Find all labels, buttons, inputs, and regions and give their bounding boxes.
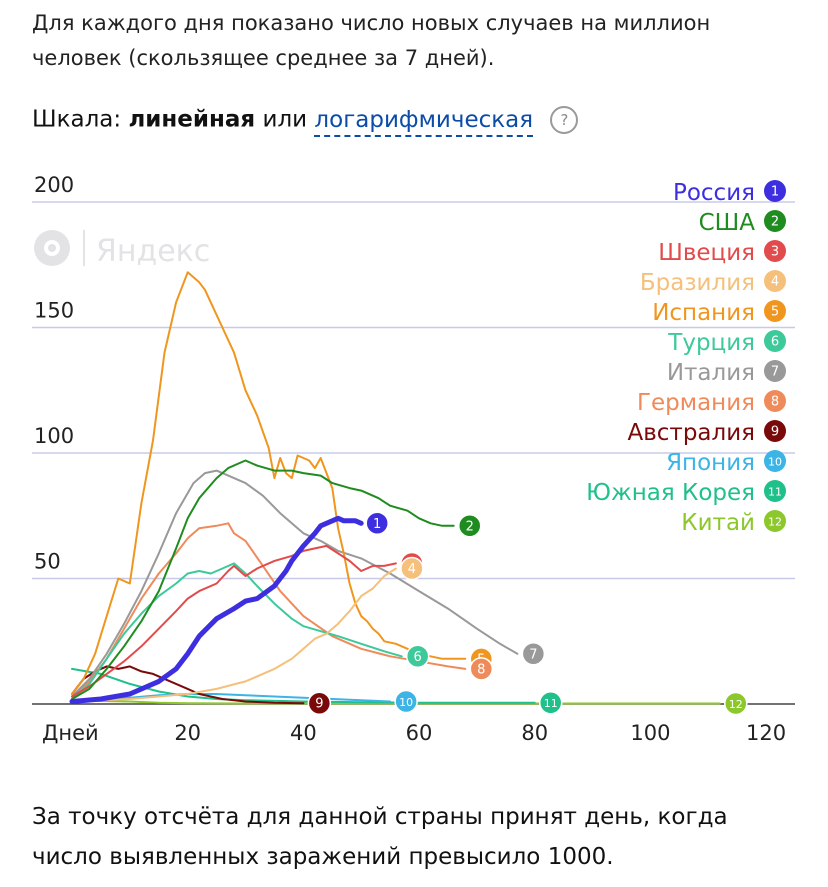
series-end-marker bbox=[469, 657, 494, 681]
x-axis-title: Дней bbox=[42, 721, 99, 745]
cases-chart: Яндекс50100150200Дней2040608010012012345… bbox=[32, 173, 795, 745]
legend-item-marker bbox=[764, 240, 786, 262]
series-end-marker-label: 9 bbox=[315, 697, 323, 712]
chart-description: Для каждого дня показано число новых слу… bbox=[32, 11, 711, 70]
help-icon[interactable]: ? bbox=[550, 106, 579, 134]
series-line bbox=[71, 567, 397, 703]
series-line bbox=[71, 469, 519, 698]
legend-item-label: Швеция bbox=[658, 240, 755, 266]
legend-item-label: Бразилия bbox=[640, 270, 755, 296]
legend-item-label: Германия bbox=[637, 390, 755, 416]
y-tick-label: 50 bbox=[34, 550, 61, 574]
legend-item-marker bbox=[764, 420, 786, 442]
legend-item-number: 11 bbox=[768, 486, 782, 499]
series-end-marker bbox=[538, 690, 563, 715]
series-end-marker bbox=[307, 691, 332, 715]
scale-selector: Шкала: линейная или логарифмическая ? bbox=[32, 106, 579, 137]
legend-item-label: Турция bbox=[667, 330, 755, 356]
series-line bbox=[71, 665, 305, 705]
legend-item-marker bbox=[764, 180, 786, 202]
legend-item-number: 9 bbox=[771, 425, 779, 440]
y-tick-label: 200 bbox=[34, 173, 74, 197]
scale-label: Шкала: bbox=[32, 106, 122, 133]
legend-item-label: Япония bbox=[666, 450, 755, 476]
legend-item-number: 7 bbox=[771, 365, 779, 380]
legend-item-label: США bbox=[699, 210, 756, 236]
series-end-marker-label: 1 bbox=[373, 517, 381, 532]
y-tick-label: 150 bbox=[34, 299, 74, 323]
legend-item-number: 4 bbox=[771, 275, 779, 290]
series-end-marker-label: 7 bbox=[529, 647, 537, 662]
series-end-marker bbox=[365, 511, 389, 536]
watermark-logo-dot bbox=[48, 244, 56, 252]
legend-item-label: Австралия bbox=[627, 420, 755, 446]
y-tick-label: 100 bbox=[34, 424, 74, 448]
legend-item-label: Китай bbox=[681, 510, 755, 536]
series-end-marker-label: 4 bbox=[408, 562, 416, 577]
series-end-marker-label: 12 bbox=[729, 698, 743, 711]
x-tick-label: 80 bbox=[521, 721, 548, 745]
legend-item-label: Испания bbox=[652, 300, 755, 326]
series-end-marker bbox=[405, 644, 430, 669]
series-end-marker-label: 10 bbox=[399, 696, 413, 709]
series-line bbox=[71, 459, 455, 700]
x-tick-label: 100 bbox=[630, 721, 670, 745]
legend-item-marker bbox=[764, 360, 786, 382]
legend-item-marker bbox=[764, 300, 786, 322]
legend-item-label: Южная Корея bbox=[586, 480, 755, 506]
series-end-marker bbox=[724, 691, 748, 716]
series-line bbox=[69, 515, 364, 704]
legend-item-marker bbox=[764, 480, 786, 502]
series-line bbox=[71, 522, 467, 698]
legend-item-marker bbox=[764, 210, 786, 232]
legend-item-label: Италия bbox=[667, 360, 755, 386]
legend-item-number: 3 bbox=[771, 245, 779, 260]
series-end-marker bbox=[457, 514, 482, 538]
scale-or-text: или bbox=[262, 106, 308, 133]
scale-option-log[interactable]: логарифмическая bbox=[314, 106, 534, 137]
legend-item-number: 2 bbox=[771, 215, 779, 230]
series-line bbox=[71, 693, 392, 703]
series-end-marker bbox=[521, 642, 546, 666]
legend-item-number: 5 bbox=[771, 305, 779, 320]
legend-item-label: Россия bbox=[673, 180, 755, 206]
legend-item-number: 1 bbox=[771, 185, 779, 200]
series-end-marker-label: 8 bbox=[477, 662, 485, 677]
series-line bbox=[71, 562, 403, 700]
legend-item-number: 6 bbox=[771, 335, 779, 350]
legend-item-marker bbox=[764, 330, 786, 352]
legend-item-number: 10 bbox=[768, 456, 782, 469]
series-line bbox=[71, 271, 467, 695]
series-end-marker bbox=[394, 689, 418, 714]
x-tick-label: 60 bbox=[406, 721, 433, 745]
watermark-text: Яндекс bbox=[96, 234, 210, 269]
legend-item-marker bbox=[764, 450, 786, 472]
legend-item-number: 8 bbox=[771, 395, 779, 410]
series-line bbox=[71, 544, 397, 698]
legend-item-marker bbox=[764, 510, 786, 532]
x-tick-label: 40 bbox=[290, 721, 317, 745]
legend-item-number: 12 bbox=[768, 516, 782, 529]
x-tick-label: 20 bbox=[174, 721, 201, 745]
x-tick-label: 120 bbox=[746, 721, 786, 745]
series-end-marker bbox=[400, 556, 424, 581]
legend-item-marker bbox=[764, 390, 786, 412]
series-end-marker-label: 2 bbox=[466, 519, 474, 534]
series-end-marker-label: 11 bbox=[544, 697, 558, 710]
footnote: За точку отсчёта для данной страны приня… bbox=[32, 804, 728, 870]
scale-option-linear[interactable]: линейная bbox=[128, 106, 256, 133]
legend-item-marker bbox=[764, 270, 786, 292]
series-end-marker-label: 6 bbox=[414, 650, 422, 665]
